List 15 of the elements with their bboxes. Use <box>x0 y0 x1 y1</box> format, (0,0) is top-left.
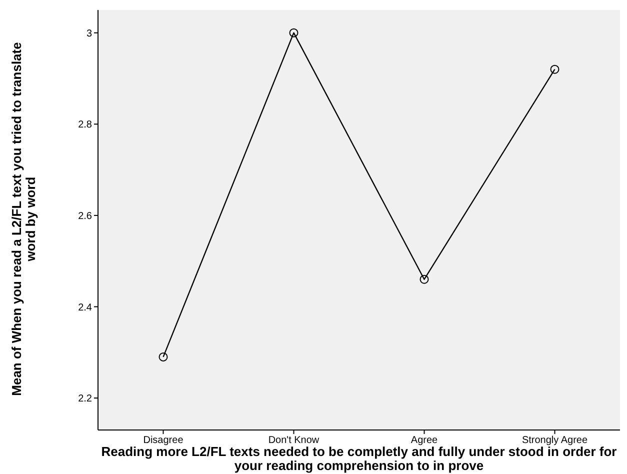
y-tick-label: 3 <box>86 28 92 40</box>
point <box>550 64 560 74</box>
point <box>289 28 298 38</box>
x-tick-label: Don't Know <box>268 435 320 446</box>
y-tick-label: 2.4 <box>78 302 92 314</box>
point <box>158 352 168 362</box>
x-tick-label: Agree <box>410 435 438 446</box>
y-tick-label: 2.8 <box>78 120 92 131</box>
x-tick-label: Strongly Agree <box>522 435 588 446</box>
point <box>420 274 429 284</box>
y-axis-title: Mean of When you read a L2/FL text you tried to translate word by word <box>9 41 38 398</box>
x-tick-label: Disagree <box>143 435 184 446</box>
y-tick-label: 2.6 <box>78 210 92 222</box>
y-tick-label: 2.2 <box>78 394 92 405</box>
x-axis-title: Reading more L2/FL texts needed to be completly and fully under stood in order for your reading comprehension to in prove <box>100 444 618 473</box>
